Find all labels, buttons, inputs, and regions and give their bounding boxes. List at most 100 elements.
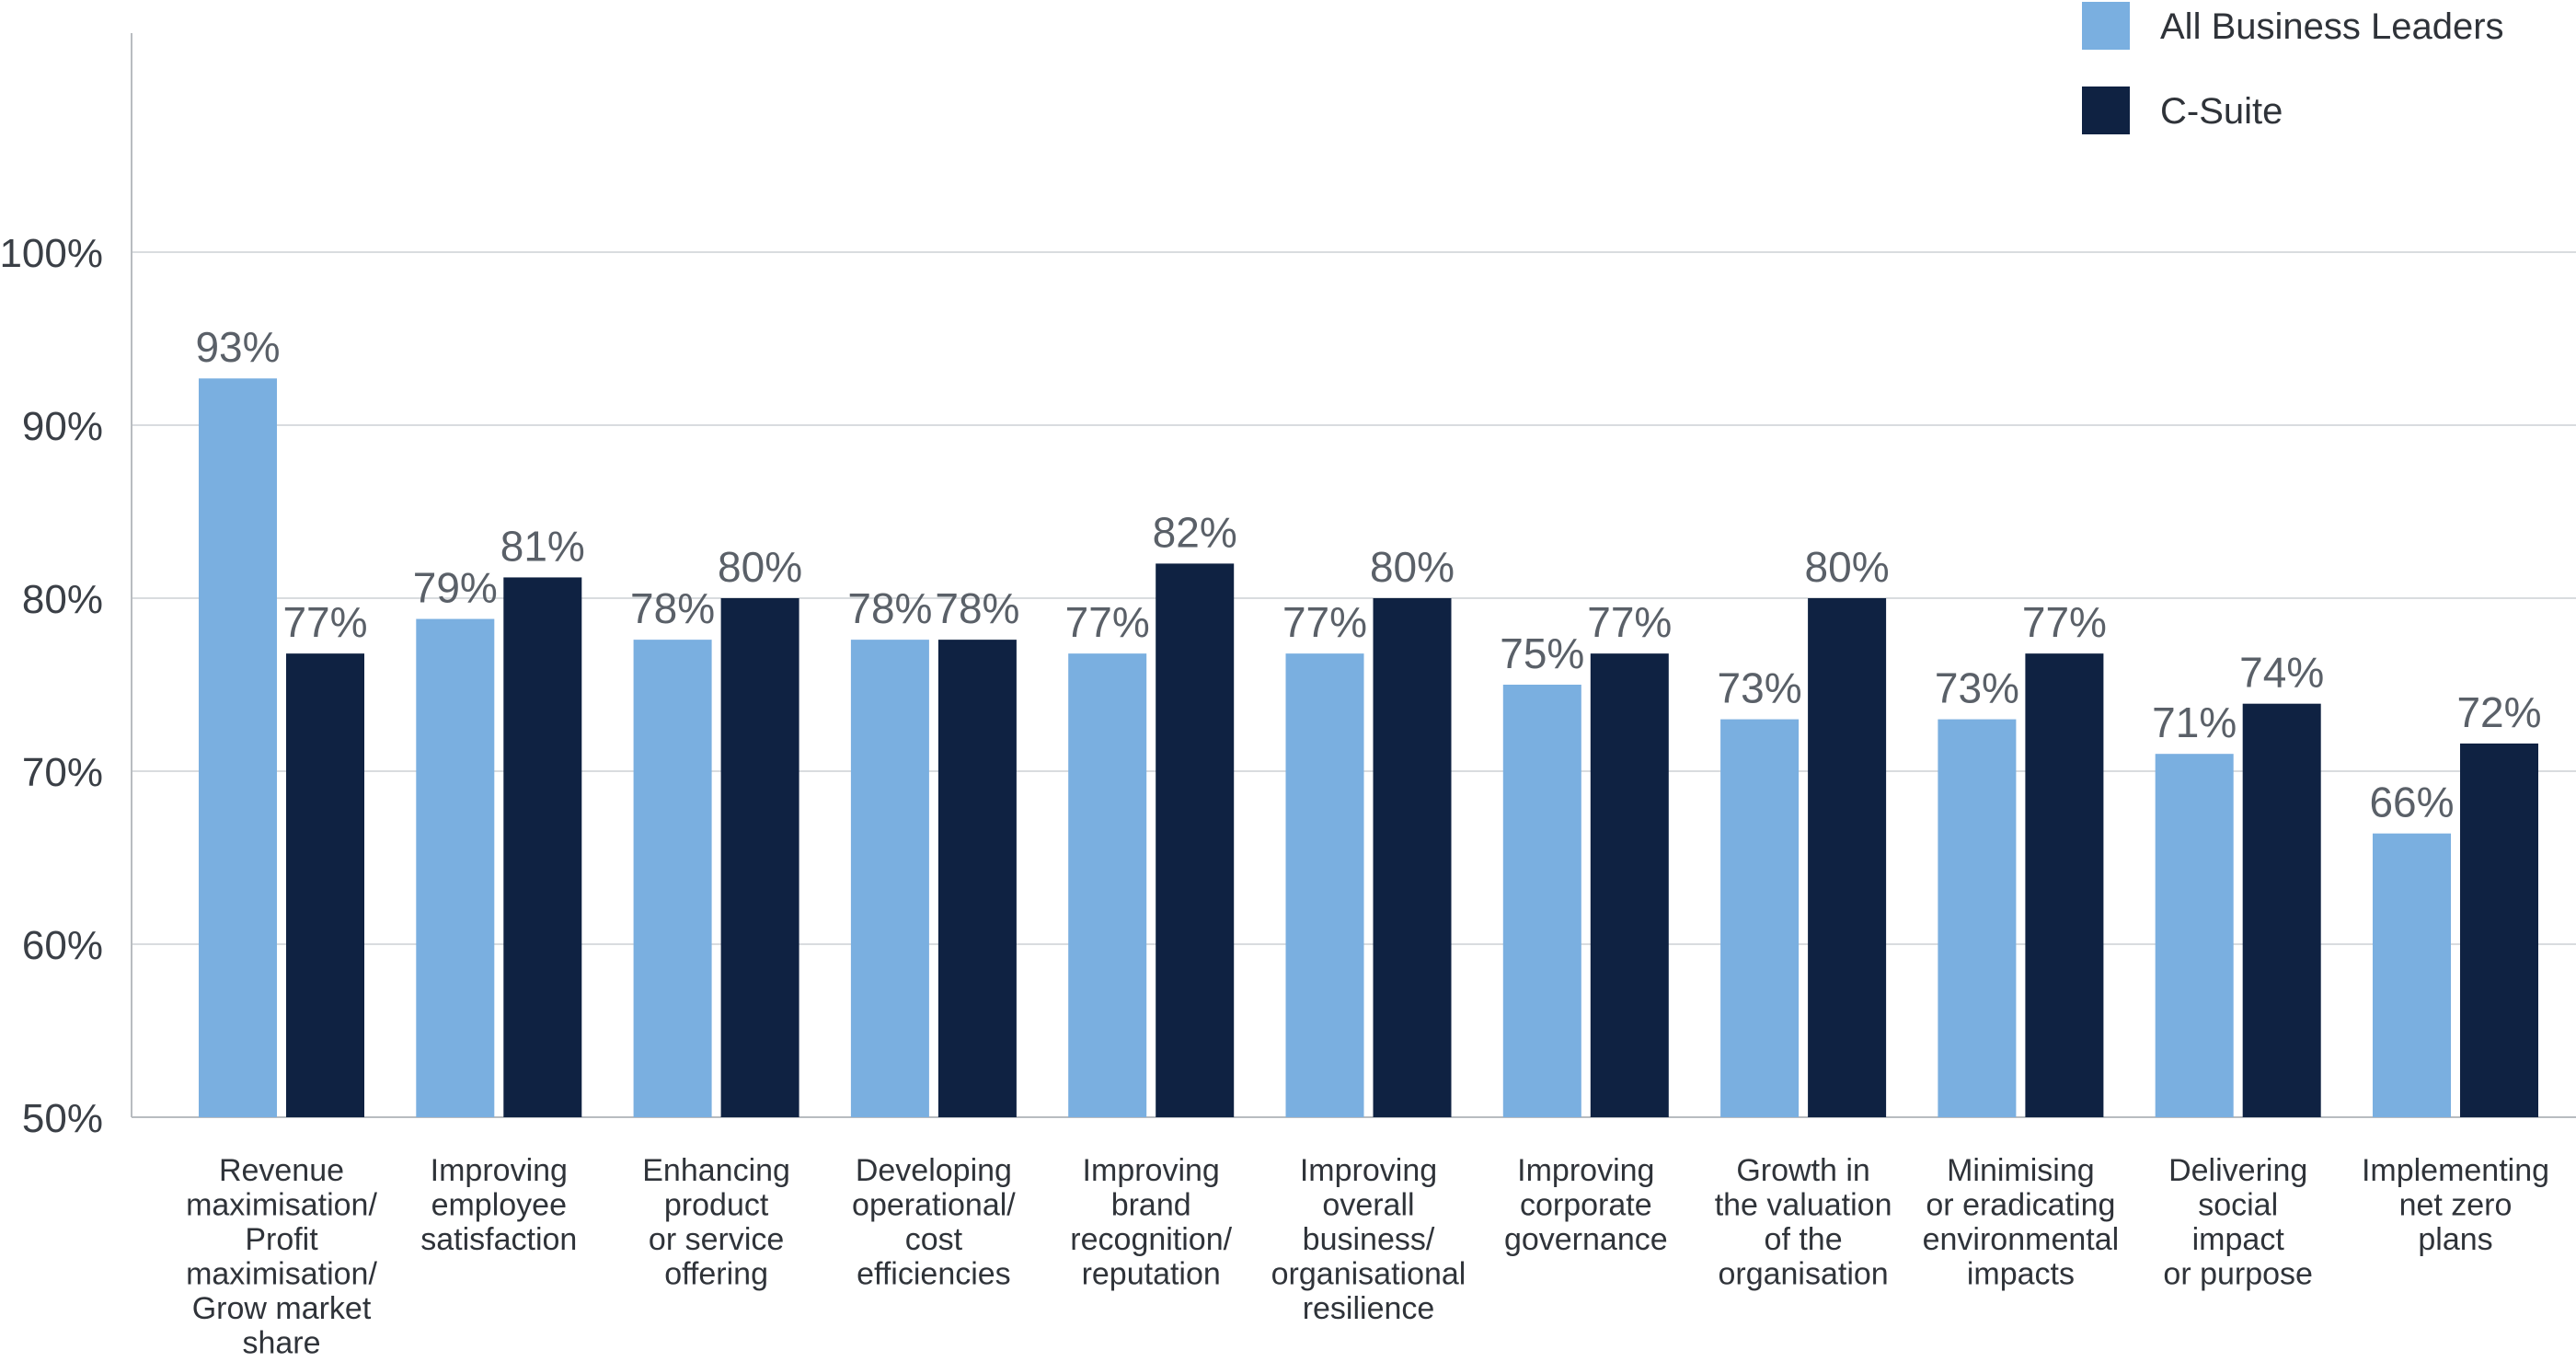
x-tick-label: Growth in [1736, 1153, 1870, 1188]
bar-c-suite [503, 577, 582, 1117]
x-tick-label: resilience [1303, 1291, 1435, 1326]
data-label: 78% [630, 584, 715, 632]
y-tick-label: 60% [22, 923, 103, 968]
legend-swatch [2082, 87, 2130, 134]
bar-c-suite [1373, 598, 1452, 1117]
x-tick-label: Profit [245, 1222, 318, 1257]
data-label: 73% [1718, 664, 1802, 712]
x-tick-label: recognition/ [1070, 1222, 1232, 1257]
x-tick-label: Minimising [1947, 1153, 2095, 1188]
data-label: 80% [1805, 543, 1890, 591]
x-tick-label: reputation [1082, 1257, 1221, 1292]
bar-all-business-leaders [2373, 833, 2451, 1117]
data-label: 78% [847, 584, 932, 632]
bar-all-business-leaders [1938, 719, 2017, 1117]
x-tick-label: or purpose [2163, 1257, 2313, 1292]
x-tick-label: business/ [1303, 1222, 1435, 1257]
data-label: 77% [2022, 598, 2107, 646]
x-tick-label: environmental [1923, 1222, 2120, 1257]
bar-all-business-leaders [416, 618, 495, 1117]
data-label: 80% [718, 543, 802, 591]
x-tick-label: overall [1322, 1188, 1414, 1223]
x-tick-label: efficiencies [857, 1257, 1011, 1292]
x-tick-label: Developing [856, 1153, 1012, 1188]
x-tick-label: plans [2418, 1222, 2492, 1257]
x-tick-label: or service [649, 1222, 784, 1257]
x-tick-label: organisational [1271, 1257, 1466, 1292]
x-tick-label: brand [1111, 1188, 1191, 1223]
bar-all-business-leaders [1285, 653, 1364, 1117]
y-tick-label: 100% [0, 231, 103, 276]
data-label: 82% [1153, 508, 1237, 556]
x-tick-label: governance [1504, 1222, 1668, 1257]
bar-all-business-leaders [1720, 719, 1800, 1117]
bar-all-business-leaders [199, 378, 277, 1117]
data-label: 77% [1587, 598, 1672, 646]
legend-label: All Business Leaders [2160, 6, 2504, 47]
bar-all-business-leaders [850, 640, 929, 1117]
legend: All Business Leaders C-Suite [2082, 2, 2504, 134]
x-tick-label: Grow market [192, 1291, 372, 1326]
x-tick-label: Implementing [2362, 1153, 2549, 1188]
x-tick-label: net zero [2399, 1188, 2513, 1223]
value-labels: 93%77%79%81%78%80%78% 78% 77%82%77%80%75%7… [195, 323, 2541, 825]
bar-c-suite [720, 598, 799, 1117]
bar-all-business-leaders [633, 640, 712, 1117]
x-tick-label: Improving [1517, 1153, 1654, 1188]
bar-c-suite [286, 653, 364, 1117]
legend-label: C-Suite [2160, 91, 2283, 132]
x-tick-label: maximisation/ [186, 1257, 377, 1292]
bar-c-suite [2460, 743, 2538, 1117]
bar-c-suite [1156, 563, 1235, 1117]
legend-swatch [2082, 2, 2130, 50]
x-tick-label: impact [2192, 1222, 2285, 1257]
bar-c-suite [1590, 653, 1669, 1117]
y-tick-label: 50% [22, 1096, 103, 1141]
data-label: 81% [500, 522, 585, 570]
category-labels: Revenuemaximisation/Profitmaximisation/G… [186, 1153, 2549, 1361]
x-tick-label: Improving [431, 1153, 568, 1188]
data-label: 93% [195, 323, 280, 371]
x-tick-label: Improving [1083, 1153, 1220, 1188]
x-tick-label: product [664, 1188, 769, 1223]
bar-c-suite [2025, 653, 2104, 1117]
x-tick-label: employee [431, 1188, 567, 1223]
data-label: 77% [1065, 598, 1150, 646]
data-label: 71% [2152, 698, 2237, 746]
data-label: 75% [1500, 629, 1584, 677]
y-tick-label: 90% [22, 404, 103, 449]
x-tick-label: or eradicating [1926, 1188, 2115, 1223]
data-label: 77% [282, 598, 367, 646]
x-tick-label: maximisation/ [186, 1188, 377, 1223]
bar-c-suite [2242, 703, 2321, 1117]
x-tick-label: operational/ [852, 1188, 1016, 1223]
data-label: 72% [2456, 688, 2541, 736]
x-tick-label: corporate [1520, 1188, 1652, 1223]
data-label: 66% [2369, 779, 2454, 826]
x-tick-label: share [242, 1326, 320, 1361]
x-tick-label: social [2198, 1188, 2278, 1223]
x-tick-label: Delivering [2168, 1153, 2307, 1188]
bars [199, 378, 2538, 1117]
x-tick-label: the valuation [1715, 1188, 1892, 1223]
data-label: 79% [413, 564, 498, 612]
x-tick-label: satisfaction [420, 1222, 577, 1257]
x-tick-label: offering [664, 1257, 768, 1292]
data-label: 73% [1935, 664, 2019, 712]
x-tick-label: Enhancing [642, 1153, 790, 1188]
x-tick-label: impacts [1967, 1257, 2075, 1292]
data-label: 74% [2239, 649, 2324, 697]
bar-c-suite [937, 640, 1017, 1117]
x-tick-label: Revenue [219, 1153, 344, 1188]
x-tick-label: Improving [1300, 1153, 1437, 1188]
y-tick-label: 70% [22, 750, 103, 795]
bar-all-business-leaders [2155, 754, 2234, 1117]
x-tick-label: organisation [1718, 1257, 1888, 1292]
data-label: 78% [935, 584, 1019, 632]
x-tick-label: of the [1765, 1222, 1843, 1257]
bar-all-business-leaders [1068, 653, 1147, 1117]
x-tick-label: cost [905, 1222, 963, 1257]
y-tick-label: 80% [22, 577, 103, 622]
